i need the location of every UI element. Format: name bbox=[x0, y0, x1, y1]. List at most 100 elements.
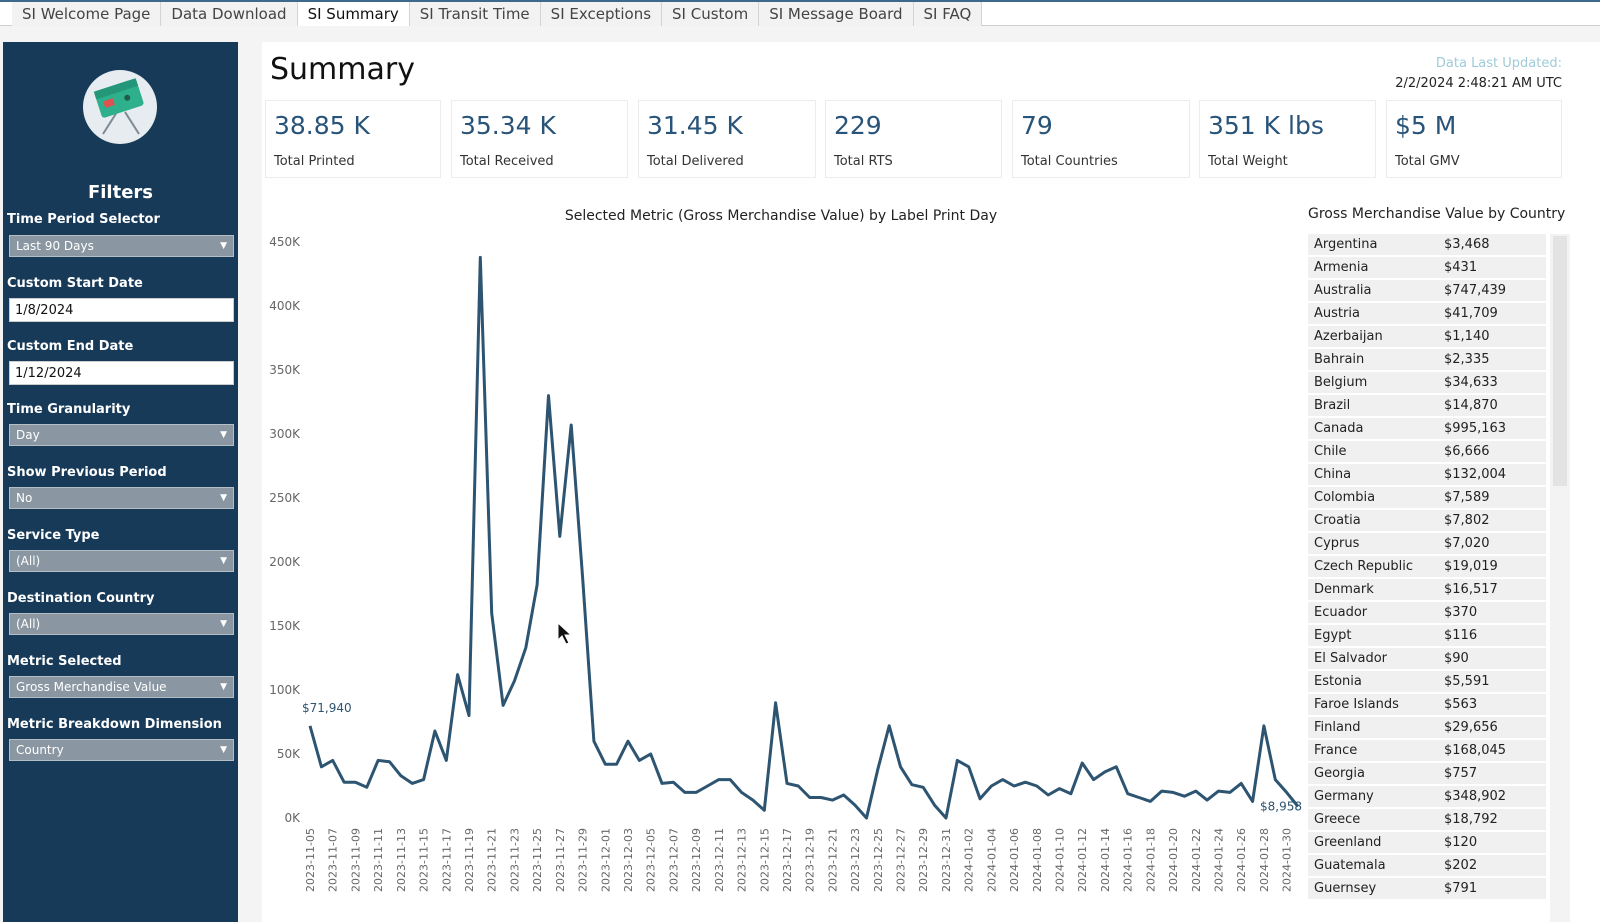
table-row[interactable]: Czech Republic $19,019 bbox=[1308, 556, 1546, 579]
kpi-label: Total RTS bbox=[834, 154, 893, 169]
chevron-down-icon: ▼ bbox=[220, 682, 227, 692]
custom-end-date-label: Custom End Date bbox=[7, 339, 134, 354]
table-row[interactable]: China $132,004 bbox=[1308, 464, 1546, 487]
metric-selected-select[interactable]: Gross Merchandise Value ▼ bbox=[9, 676, 234, 698]
time-period-value: Last 90 Days bbox=[16, 239, 94, 253]
x-tick-label: 2023-12-27 bbox=[895, 828, 908, 892]
table-row[interactable]: Egypt $116 bbox=[1308, 625, 1546, 648]
country-name: Armenia bbox=[1314, 260, 1369, 275]
table-row[interactable]: Estonia $5,591 bbox=[1308, 671, 1546, 694]
country-value: $120 bbox=[1444, 835, 1478, 850]
tab-si-exceptions[interactable]: SI Exceptions bbox=[540, 2, 663, 26]
show-previous-period-value: No bbox=[16, 491, 33, 505]
table-row[interactable]: Guernsey $791 bbox=[1308, 878, 1546, 901]
table-row[interactable]: Canada $995,163 bbox=[1308, 418, 1546, 441]
country-name: Bahrain bbox=[1314, 352, 1365, 367]
x-tick-label: 2023-11-13 bbox=[395, 828, 408, 892]
table-row[interactable]: Armenia $431 bbox=[1308, 257, 1546, 280]
destination-country-label: Destination Country bbox=[7, 591, 155, 606]
destination-country-select[interactable]: (All) ▼ bbox=[9, 613, 234, 635]
tab-si-summary[interactable]: SI Summary bbox=[297, 2, 410, 26]
x-tick-label: 2024-01-26 bbox=[1235, 828, 1248, 892]
kpi-label: Total Delivered bbox=[647, 154, 744, 169]
x-tick-label: 2024-01-10 bbox=[1054, 828, 1067, 892]
metric-breakdown-label: Metric Breakdown Dimension bbox=[7, 717, 222, 732]
tab-si-faq[interactable]: SI FAQ bbox=[913, 2, 983, 26]
country-name: Germany bbox=[1314, 789, 1374, 804]
tab-data-download[interactable]: Data Download bbox=[161, 2, 298, 26]
table-row[interactable]: Austria $41,709 bbox=[1308, 303, 1546, 326]
kpi-total-rts: 229 Total RTS bbox=[825, 100, 1002, 178]
x-tick-label: 2023-12-25 bbox=[872, 828, 885, 892]
tab-si-transit-time[interactable]: SI Transit Time bbox=[409, 2, 541, 26]
table-row[interactable]: Cyprus $7,020 bbox=[1308, 533, 1546, 556]
tab-si-custom[interactable]: SI Custom bbox=[662, 2, 760, 26]
x-tick-label: 2023-12-07 bbox=[667, 828, 680, 892]
country-name: Chile bbox=[1314, 444, 1347, 459]
table-row[interactable]: Argentina $3,468 bbox=[1308, 234, 1546, 257]
table-row[interactable]: Denmark $16,517 bbox=[1308, 579, 1546, 602]
table-row[interactable]: Bahrain $2,335 bbox=[1308, 349, 1546, 372]
country-name: Egypt bbox=[1314, 628, 1352, 643]
scrollbar-thumb[interactable] bbox=[1553, 236, 1567, 486]
tab-si-message-board[interactable]: SI Message Board bbox=[759, 2, 914, 26]
gmv-line-chart[interactable]: 0K 50K 100K 150K 200K 250K 300K 350K 400K 450K 202… bbox=[262, 228, 1302, 922]
x-tick-label: 2023-12-23 bbox=[849, 828, 862, 892]
x-tick-label: 2024-01-14 bbox=[1099, 828, 1112, 892]
country-name: Guatemala bbox=[1314, 858, 1386, 873]
table-row[interactable]: Greenland $120 bbox=[1308, 832, 1546, 855]
filters-sidebar: Filters Time Period Selector Last 90 Day… bbox=[3, 42, 238, 922]
table-row[interactable]: Croatia $7,802 bbox=[1308, 510, 1546, 533]
metric-breakdown-select[interactable]: Country ▼ bbox=[9, 739, 234, 761]
table-row[interactable]: Greece $18,792 bbox=[1308, 809, 1546, 832]
country-value: $6,666 bbox=[1444, 444, 1490, 459]
x-tick-label: 2024-01-22 bbox=[1190, 828, 1203, 892]
country-name: China bbox=[1314, 467, 1352, 482]
y-tick-label: 400K bbox=[269, 299, 301, 313]
y-tick-label: 50K bbox=[277, 747, 301, 761]
metric-selected-label: Metric Selected bbox=[7, 654, 122, 669]
x-tick-label: 2024-01-30 bbox=[1281, 828, 1294, 892]
table-row[interactable]: Colombia $7,589 bbox=[1308, 487, 1546, 510]
time-period-select[interactable]: Last 90 Days ▼ bbox=[9, 235, 234, 257]
x-tick-label: 2024-01-18 bbox=[1144, 828, 1157, 892]
table-row[interactable]: Australia $747,439 bbox=[1308, 280, 1546, 303]
country-value: $348,902 bbox=[1444, 789, 1507, 804]
service-type-select[interactable]: (All) ▼ bbox=[9, 550, 234, 572]
country-table[interactable]: Argentina $3,468 Armenia $431 Australia $747,… bbox=[1308, 234, 1546, 922]
x-tick-label: 2023-12-29 bbox=[917, 828, 930, 892]
table-row[interactable]: Brazil $14,870 bbox=[1308, 395, 1546, 418]
table-row[interactable]: Georgia $757 bbox=[1308, 763, 1546, 786]
table-row[interactable]: El Salvador $90 bbox=[1308, 648, 1546, 671]
table-row[interactable]: Germany $348,902 bbox=[1308, 786, 1546, 809]
time-granularity-select[interactable]: Day ▼ bbox=[9, 424, 234, 446]
show-previous-period-select[interactable]: No ▼ bbox=[9, 487, 234, 509]
kpi-value: 229 bbox=[834, 111, 882, 140]
x-tick-label: 2023-11-25 bbox=[531, 828, 544, 892]
chevron-down-icon: ▼ bbox=[220, 556, 227, 566]
kpi-value: $5 M bbox=[1395, 111, 1457, 140]
table-row[interactable]: Guatemala $202 bbox=[1308, 855, 1546, 878]
table-row[interactable]: Finland $29,656 bbox=[1308, 717, 1546, 740]
country-name: Austria bbox=[1314, 306, 1360, 321]
table-row[interactable]: France $168,045 bbox=[1308, 740, 1546, 763]
country-table-scrollbar[interactable] bbox=[1550, 234, 1570, 922]
x-tick-label: 2023-12-05 bbox=[645, 828, 658, 892]
table-row[interactable]: Belgium $34,633 bbox=[1308, 372, 1546, 395]
kpi-label: Total Received bbox=[460, 154, 554, 169]
x-tick-label: 2024-01-16 bbox=[1122, 828, 1135, 892]
custom-start-date-input[interactable] bbox=[9, 298, 234, 322]
chart-title: Selected Metric (Gross Merchandise Value… bbox=[564, 208, 998, 224]
custom-end-date-input[interactable] bbox=[9, 361, 234, 385]
x-tick-label: 2024-01-06 bbox=[1008, 828, 1021, 892]
country-value: $19,019 bbox=[1444, 559, 1498, 574]
country-value: $747,439 bbox=[1444, 283, 1507, 298]
table-row[interactable]: Faroe Islands $563 bbox=[1308, 694, 1546, 717]
table-row[interactable]: Azerbaijan $1,140 bbox=[1308, 326, 1546, 349]
table-row[interactable]: Chile $6,666 bbox=[1308, 441, 1546, 464]
x-tick-label: 2023-12-31 bbox=[940, 828, 953, 892]
table-row[interactable]: Ecuador $370 bbox=[1308, 602, 1546, 625]
data-last-updated-label: Data Last Updated: bbox=[1435, 56, 1562, 71]
country-name: Belgium bbox=[1314, 375, 1368, 390]
tab-si-welcome-page[interactable]: SI Welcome Page bbox=[12, 2, 162, 26]
